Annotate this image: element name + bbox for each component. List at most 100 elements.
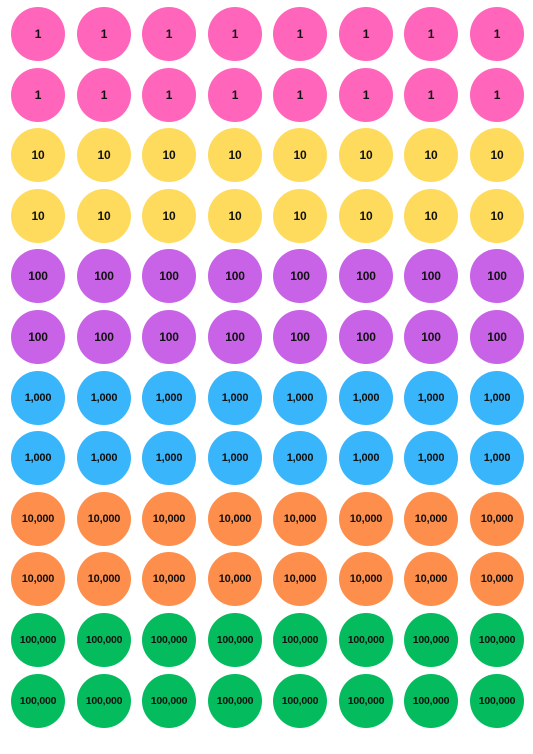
disc-value-label: 1 xyxy=(34,87,42,102)
disc-value-label: 1,000 xyxy=(483,391,511,404)
place-value-disc: 10 xyxy=(404,128,458,183)
place-value-disc: 1 xyxy=(11,67,65,122)
place-value-disc: 10,000 xyxy=(339,552,393,607)
disc-value-label: 100 xyxy=(421,269,441,284)
place-value-disc: 10,000 xyxy=(208,491,262,546)
place-value-disc: 10 xyxy=(339,128,393,183)
place-value-disc: 10 xyxy=(142,188,196,243)
place-value-disc: 100,000 xyxy=(404,673,458,728)
disc-value-label: 100,000 xyxy=(281,634,319,646)
place-value-disc: 100 xyxy=(339,249,393,304)
place-value-disc: 1,000 xyxy=(273,431,327,486)
place-value-disc: 100,000 xyxy=(11,613,65,667)
disc-value-label: 1,000 xyxy=(24,391,52,404)
place-value-disc: 10,000 xyxy=(470,491,524,546)
place-value-disc: 1,000 xyxy=(142,431,196,486)
disc-value-label: 10 xyxy=(359,148,373,163)
disc-value-label: 1 xyxy=(34,27,42,41)
place-value-disc: 10 xyxy=(11,188,65,243)
place-value-disc: 10 xyxy=(273,128,327,183)
place-value-disc: 100 xyxy=(11,249,65,304)
place-value-disc: 100 xyxy=(77,310,131,364)
place-value-disc: 100,000 xyxy=(77,673,131,728)
place-value-disc: 100,000 xyxy=(11,673,65,728)
disc-value-label: 100,000 xyxy=(412,694,450,707)
disc-value-label: 1,000 xyxy=(483,452,511,465)
disc-value-label: 10 xyxy=(359,208,373,223)
disc-value-label: 100 xyxy=(356,330,376,344)
disc-value-label: 100,000 xyxy=(150,634,188,646)
place-value-disc: 1,000 xyxy=(470,370,524,425)
disc-value-label: 100 xyxy=(487,269,507,284)
place-value-disc: 10 xyxy=(208,188,262,243)
disc-value-label: 10 xyxy=(228,208,242,223)
disc-value-label: 10 xyxy=(228,148,242,163)
place-value-disc: 100 xyxy=(470,310,524,364)
place-value-disc: 1 xyxy=(470,67,524,122)
place-value-disc: 100 xyxy=(142,249,196,304)
place-value-disc: 10 xyxy=(11,128,65,183)
disc-value-label: 10 xyxy=(424,148,438,163)
disc-value-label: 100,000 xyxy=(412,634,450,646)
disc-value-label: 100 xyxy=(421,330,441,344)
place-value-disc: 10,000 xyxy=(273,552,327,607)
disc-value-label: 10 xyxy=(162,208,176,223)
disc-value-label: 10,000 xyxy=(283,573,317,586)
place-value-disc: 10 xyxy=(77,128,131,183)
place-value-disc: 1,000 xyxy=(404,370,458,425)
place-value-disc: 1,000 xyxy=(273,370,327,425)
disc-value-label: 100,000 xyxy=(85,694,123,707)
disc-value-label: 10,000 xyxy=(414,573,448,586)
place-value-disc: 100,000 xyxy=(339,613,393,667)
disc-value-label: 1,000 xyxy=(352,391,380,404)
disc-value-label: 1,000 xyxy=(90,391,118,404)
disc-value-label: 100 xyxy=(487,330,507,344)
disc-value-label: 10,000 xyxy=(87,573,121,586)
place-value-disc: 1 xyxy=(273,7,327,61)
place-value-disc: 100,000 xyxy=(273,613,327,667)
place-value-disc: 10,000 xyxy=(142,491,196,546)
place-value-disc: 100,000 xyxy=(339,673,393,728)
disc-value-label: 1,000 xyxy=(286,391,314,404)
disc-value-label: 100 xyxy=(28,330,48,344)
place-value-disc: 1,000 xyxy=(339,370,393,425)
place-value-disc: 100 xyxy=(470,249,524,304)
disc-value-label: 1 xyxy=(427,27,435,41)
disc-value-label: 10 xyxy=(490,208,504,223)
disc-value-label: 1,000 xyxy=(24,452,52,465)
disc-value-label: 10 xyxy=(490,148,504,163)
disc-value-label: 100,000 xyxy=(19,694,57,707)
disc-value-label: 1 xyxy=(493,27,501,41)
place-value-disc: 100,000 xyxy=(142,613,196,667)
disc-value-label: 1,000 xyxy=(221,391,249,404)
disc-value-label: 1,000 xyxy=(155,391,183,404)
disc-value-label: 100 xyxy=(94,269,114,284)
disc-value-label: 10,000 xyxy=(218,512,252,525)
disc-value-label: 1 xyxy=(100,87,108,102)
disc-value-label: 100,000 xyxy=(281,694,319,707)
place-value-disc: 10,000 xyxy=(142,552,196,607)
place-value-disc: 10,000 xyxy=(11,491,65,546)
place-value-disc: 100 xyxy=(273,249,327,304)
place-value-disc: 10,000 xyxy=(404,491,458,546)
place-value-disc: 100 xyxy=(404,310,458,364)
place-value-disc: 100,000 xyxy=(470,613,524,667)
disc-value-label: 10,000 xyxy=(87,512,121,525)
place-value-disc: 10,000 xyxy=(470,552,524,607)
disc-value-label: 100 xyxy=(225,269,245,284)
place-value-disc: 1,000 xyxy=(339,431,393,486)
disc-value-label: 100 xyxy=(159,330,179,344)
disc-value-label: 100,000 xyxy=(478,634,516,646)
disc-value-label: 1,000 xyxy=(286,452,314,465)
place-value-disc: 10,000 xyxy=(208,552,262,607)
disc-value-label: 100,000 xyxy=(347,694,385,707)
place-value-disc: 1 xyxy=(339,67,393,122)
disc-value-label: 100 xyxy=(356,269,376,284)
disc-value-label: 100 xyxy=(28,269,48,284)
disc-value-label: 100 xyxy=(290,330,310,344)
disc-value-label: 100,000 xyxy=(347,634,385,646)
disc-value-label: 100 xyxy=(225,330,245,344)
disc-value-label: 1,000 xyxy=(90,452,118,465)
disc-value-label: 1,000 xyxy=(417,391,445,404)
